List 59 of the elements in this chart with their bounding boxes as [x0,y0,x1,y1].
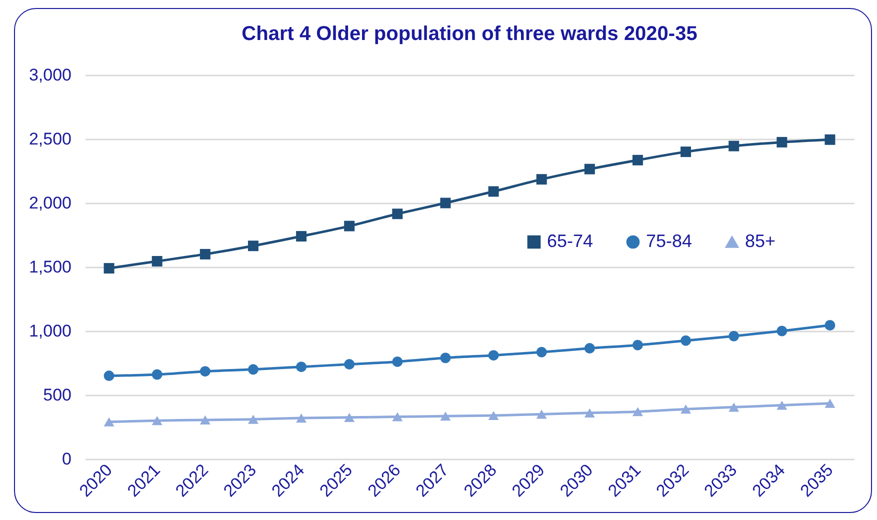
point [344,220,355,232]
y-tick-label: 3,000 [28,66,72,84]
point [488,410,499,420]
chart-title: Chart 4 Older population of three wards 2020-35 [242,23,698,45]
point [488,350,499,361]
point [536,410,547,419]
point [296,362,307,372]
y-tick-label: 2,000 [28,194,72,212]
point [632,407,643,416]
point [824,320,836,330]
point [296,414,307,423]
point [296,231,307,242]
y-tick-label: 1,500 [28,258,72,276]
point [824,398,836,408]
y-tick-label: 0 [62,450,72,468]
point [152,256,162,266]
point [104,370,114,382]
point [632,340,643,350]
point [728,330,740,342]
point [248,240,258,252]
point [536,174,547,185]
point [776,326,788,336]
point [728,140,740,152]
legend-label: 75-84 [646,231,692,251]
point [392,208,403,220]
point [584,408,595,418]
point [152,416,162,426]
point [248,414,258,424]
point [824,134,836,145]
point [152,369,162,380]
point [680,146,692,158]
point [680,404,692,414]
point [680,335,692,346]
point [440,198,451,208]
point [104,417,114,426]
point [392,412,403,422]
point [776,400,788,410]
legend-label: 85+ [745,231,776,251]
point [200,366,210,377]
point [248,364,258,375]
point [392,356,403,367]
point [728,402,740,412]
point [440,352,451,364]
point [584,343,595,354]
point [584,164,595,174]
point [200,415,210,424]
point [200,248,210,260]
point [104,263,114,274]
point [344,359,355,370]
point [488,186,499,197]
legend-label: 65-74 [547,231,594,251]
point [536,346,547,358]
point [776,136,788,148]
point [344,412,355,422]
point [632,154,643,166]
y-tick-label: 500 [43,386,72,404]
y-tick-label: 2,500 [28,130,72,148]
point [440,412,451,421]
y-tick-label: 1,000 [28,322,72,340]
